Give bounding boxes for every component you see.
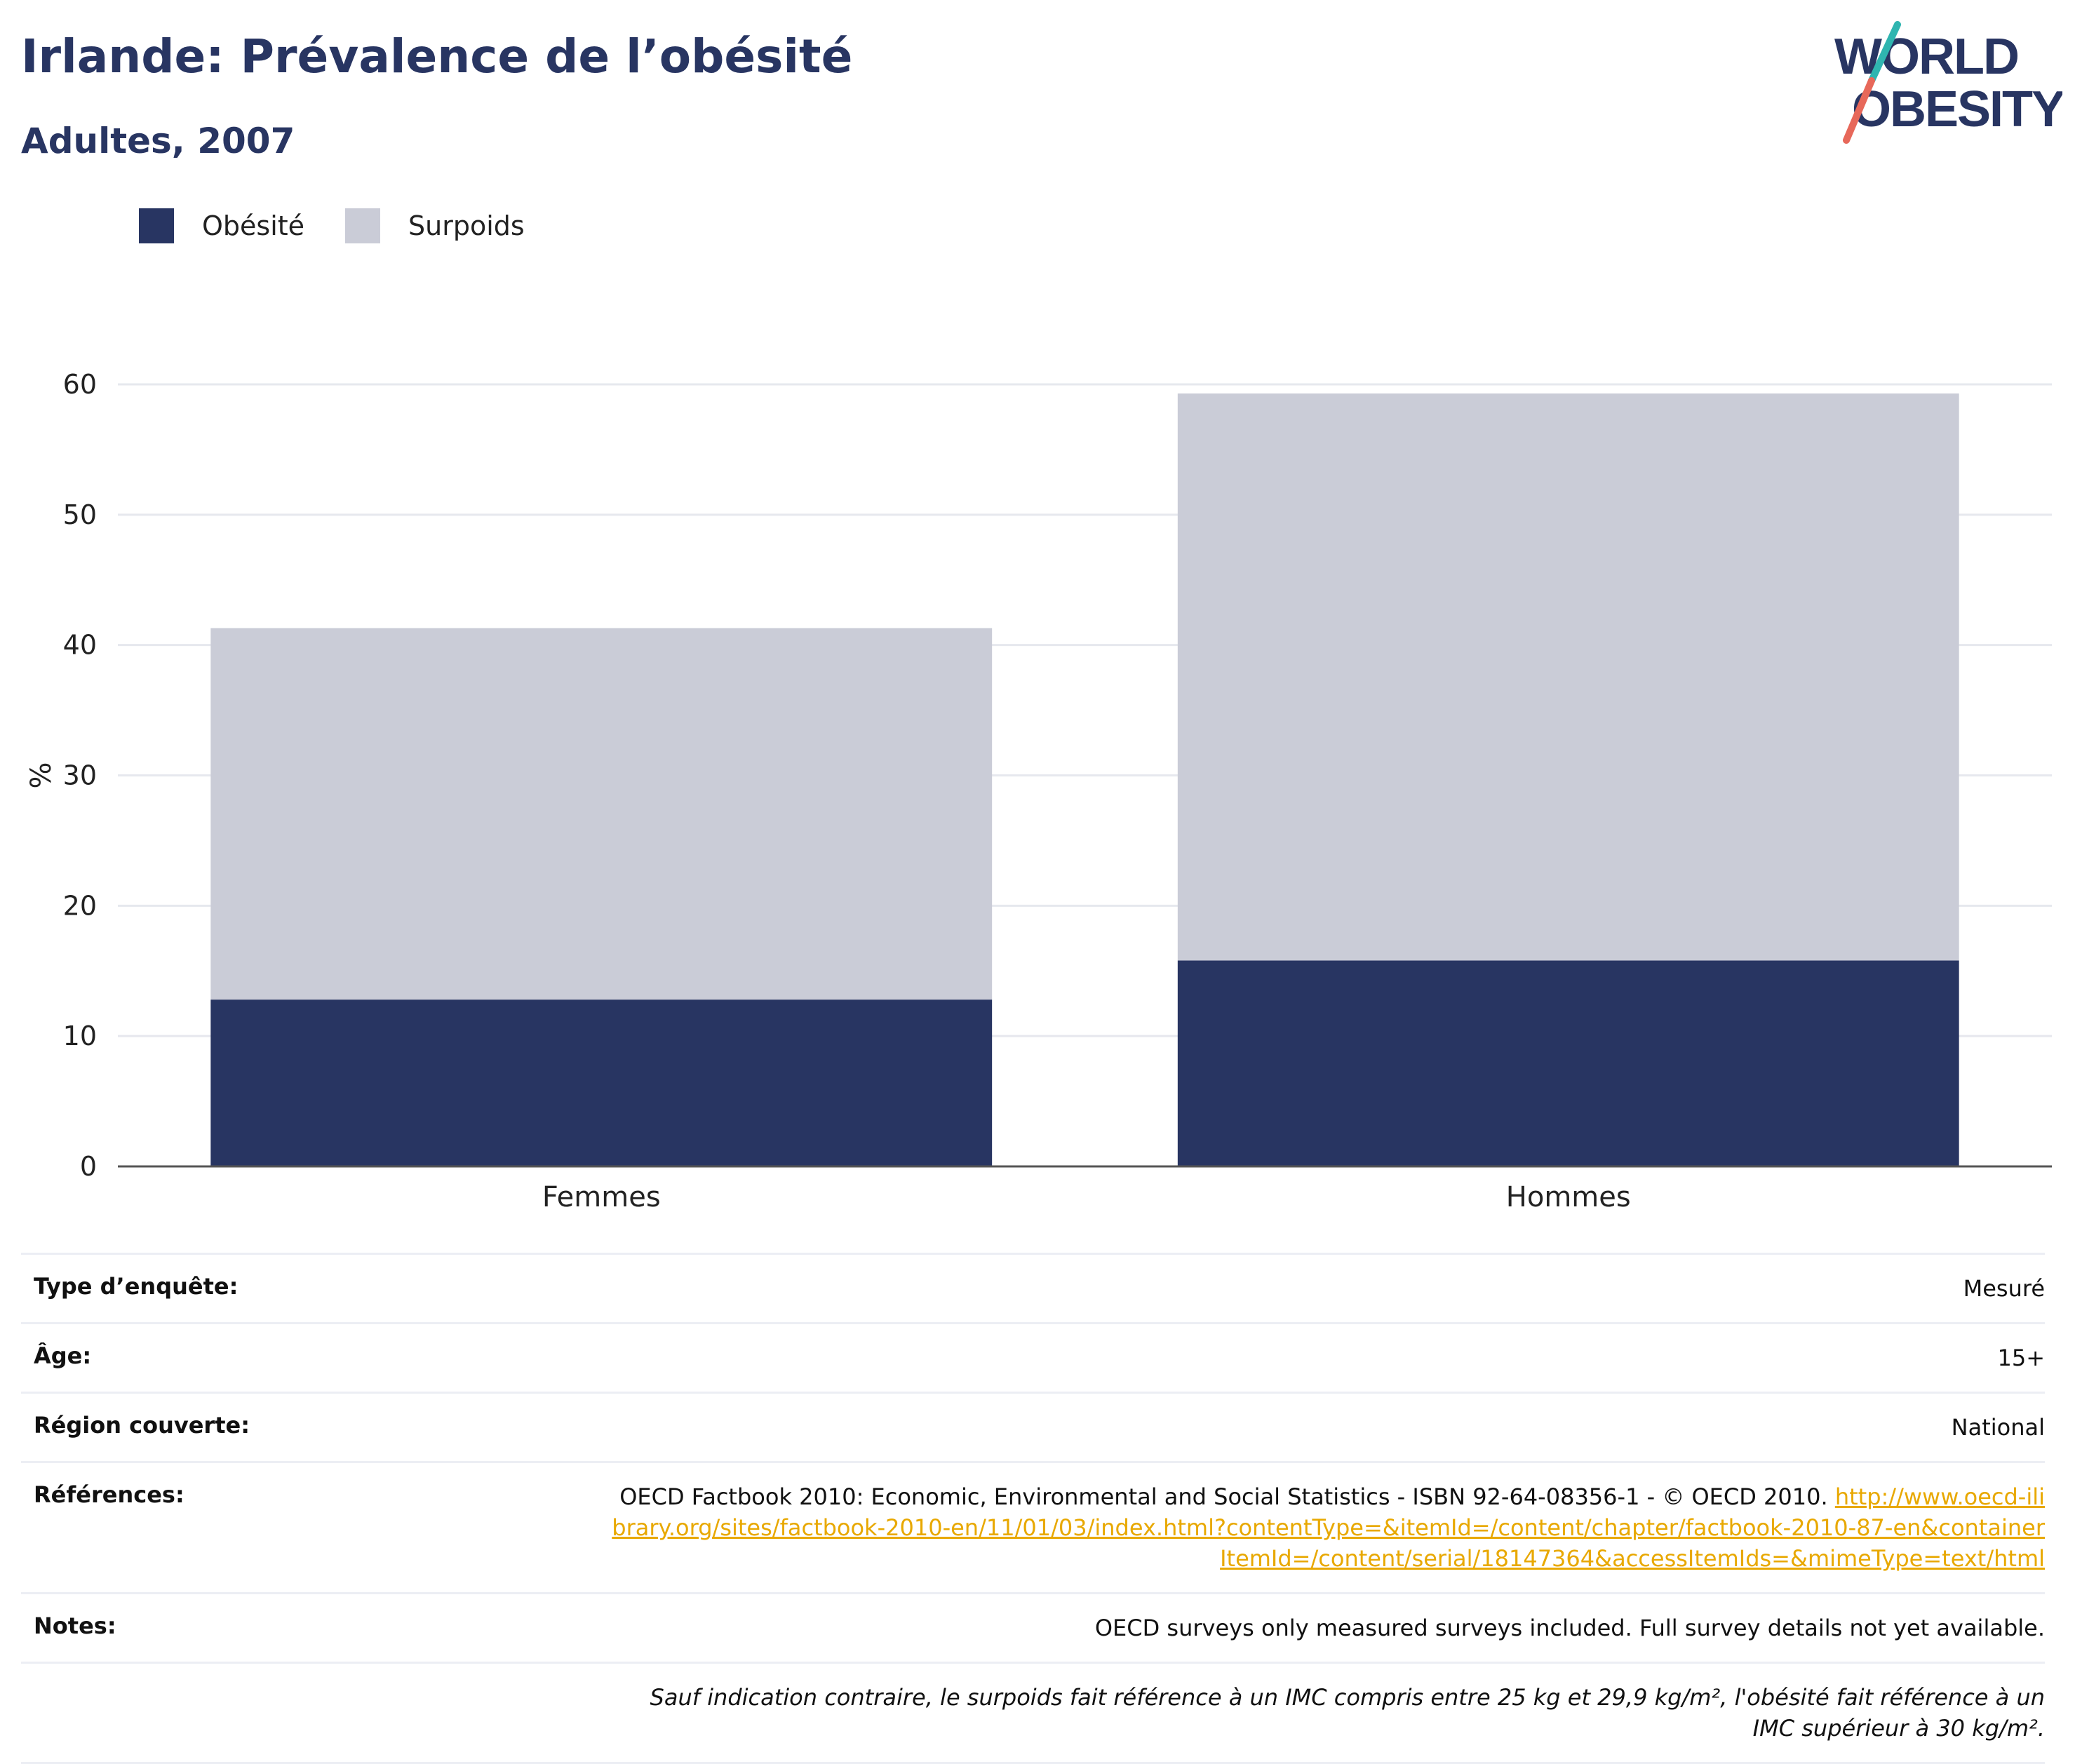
legend-label-surpoids: Surpoids [408, 210, 525, 241]
y-tick-label: 30 [63, 760, 97, 791]
legend-swatch-obesite [139, 208, 174, 243]
legend-item-surpoids[interactable]: Surpoids [345, 208, 525, 243]
meta-value: 15+ [1997, 1345, 2045, 1371]
meta-row-references: Références: OECD Factbook 2010: Economic… [21, 1461, 2045, 1592]
y-tick-label: 50 [63, 499, 97, 530]
y-axis-label: % [25, 762, 58, 788]
x-tick-label: Femmes [542, 1181, 661, 1213]
svg-text:OBESITY: OBESITY [1852, 81, 2062, 137]
meta-key: Références: [34, 1481, 184, 1508]
meta-value: National [1951, 1414, 2045, 1441]
chart-legend: Obésité Surpoids [139, 208, 565, 243]
y-tick-label: 10 [63, 1021, 97, 1051]
y-tick-label: 40 [63, 630, 97, 661]
meta-row-survey-type: Type d’enquête: Mesuré [21, 1253, 2045, 1322]
y-tick-label: 20 [63, 890, 97, 921]
meta-value: Mesuré [1963, 1275, 2045, 1302]
world-obesity-logo: WORLD OBESITY [1834, 21, 2062, 144]
reference-link[interactable]: http://www.oecd-ilibrary.org/sites/factb… [612, 1483, 2045, 1572]
reference-text: OECD Factbook 2010: Economic, Environmen… [619, 1483, 1828, 1510]
meta-row-age: Âge: 15+ [21, 1322, 2045, 1392]
x-tick-label: Hommes [1506, 1181, 1631, 1213]
meta-row-notes: Notes: OECD surveys only measured survey… [21, 1592, 2045, 1662]
footnote-text: Sauf indication contraire, le surpoids f… [650, 1684, 2045, 1742]
bar-surpoids-hommes [1177, 393, 1959, 961]
meta-value: OECD surveys only measured surveys inclu… [1094, 1615, 2045, 1641]
legend-label-obesite: Obésité [202, 210, 305, 241]
legend-swatch-surpoids [345, 208, 381, 243]
meta-row-region: Région couverte: National [21, 1392, 2045, 1461]
y-tick-label: 0 [80, 1151, 97, 1182]
meta-row-footnote: Sauf indication contraire, le surpoids f… [21, 1662, 2045, 1764]
bar-obsit-hommes [1177, 960, 1959, 1166]
meta-key: Région couverte: [34, 1412, 250, 1439]
meta-key: Type d’enquête: [34, 1273, 239, 1300]
metadata-table: Type d’enquête: Mesuré Âge: 15+ Région c… [21, 1253, 2045, 1764]
bar-obsit-femmes [210, 999, 993, 1166]
svg-text:WORLD: WORLD [1834, 29, 2018, 85]
y-tick-label: 60 [63, 369, 97, 400]
page-subtitle: Adultes, 2007 [21, 121, 295, 161]
page-title: Irlande: Prévalence de l’obésité [21, 29, 853, 83]
meta-value: OECD Factbook 2010: Economic, Environmen… [607, 1481, 2045, 1574]
bar-chart: 0 10 20 30 40 50 60% Femmes Hommes [25, 369, 2052, 1213]
bar-surpoids-femmes [210, 628, 993, 1000]
meta-key: Notes: [34, 1612, 116, 1639]
meta-key: Âge: [34, 1342, 92, 1369]
legend-item-obesite[interactable]: Obésité [139, 208, 304, 243]
